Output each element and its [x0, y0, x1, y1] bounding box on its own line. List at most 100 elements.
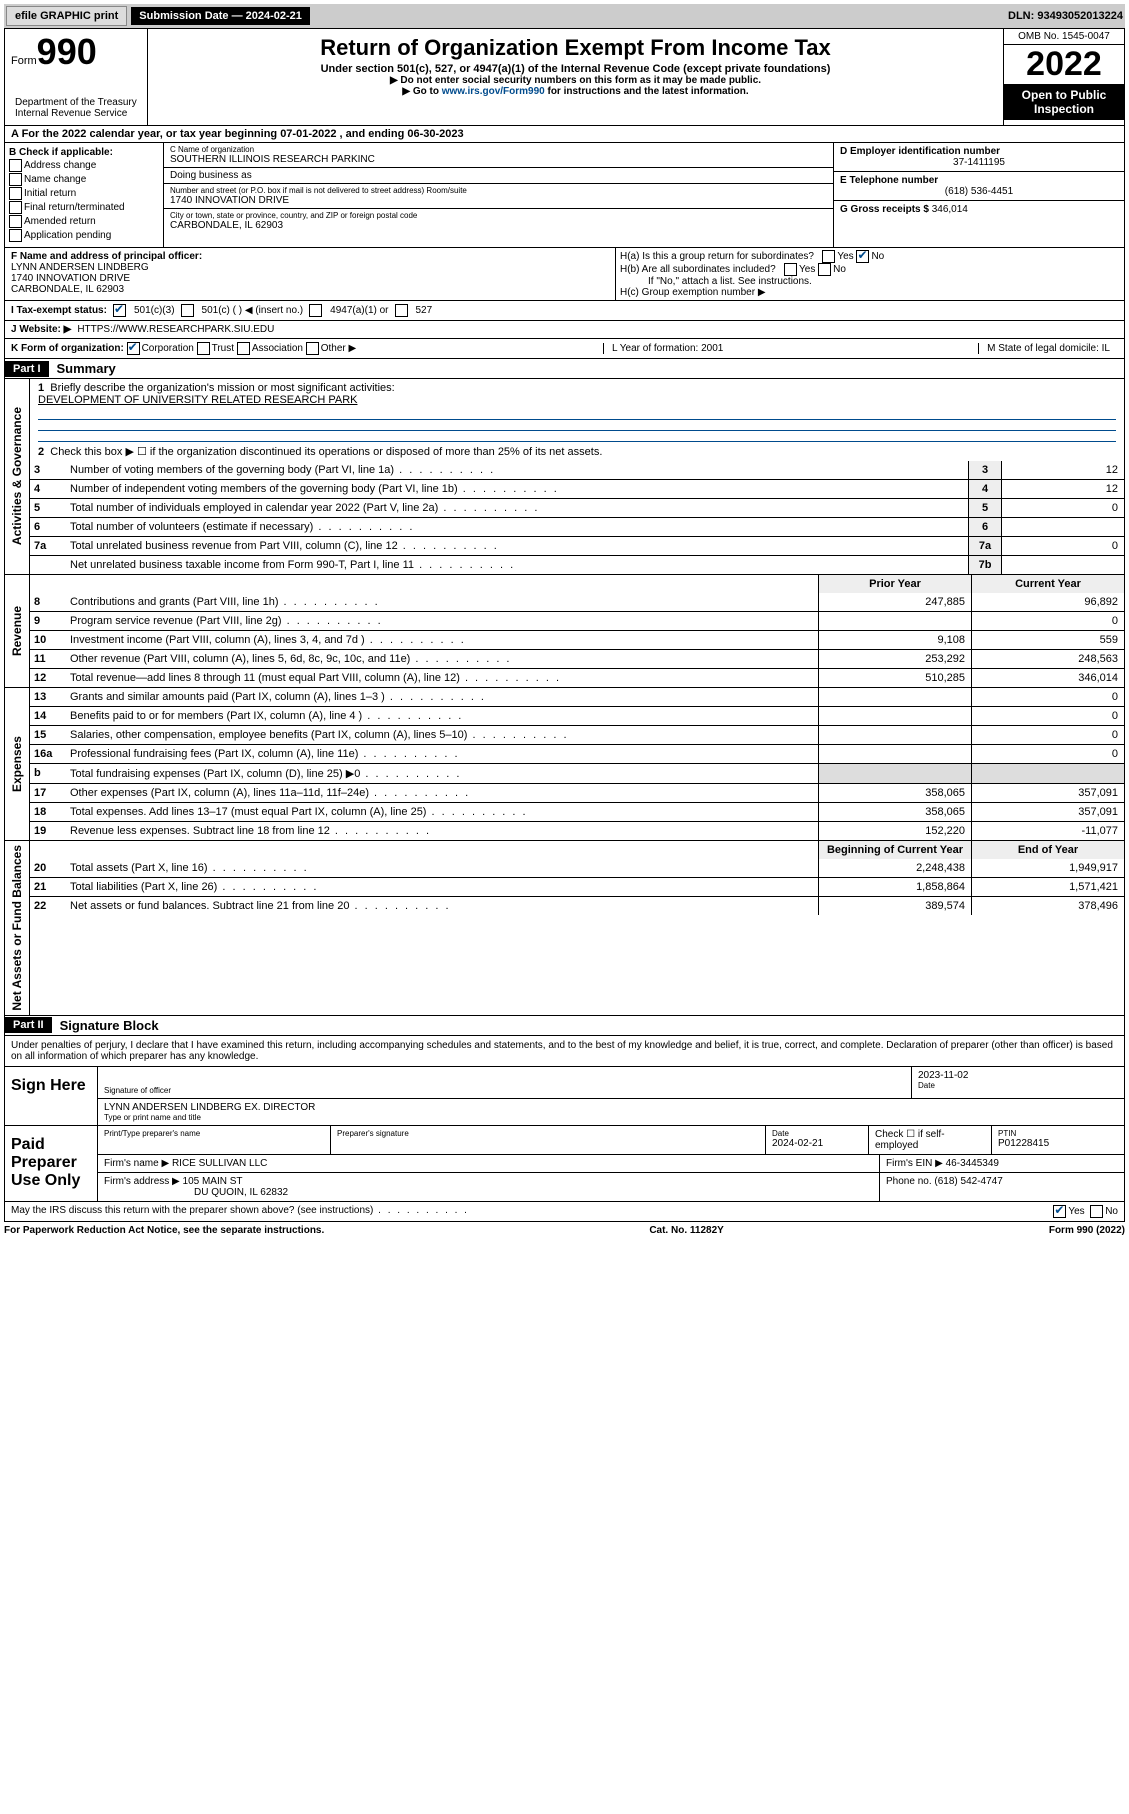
- chk-corporation[interactable]: [127, 342, 140, 355]
- irs-link[interactable]: www.irs.gov/Form990: [442, 86, 545, 97]
- firm-phone: Phone no. (618) 542-4747: [880, 1173, 1124, 1201]
- prep-date: Date2024-02-21: [766, 1126, 869, 1154]
- hc-row: H(c) Group exemption number ▶: [620, 287, 1120, 298]
- part1-badge: Part I: [5, 361, 49, 377]
- section-governance: Activities & Governance 1 Briefly descri…: [4, 379, 1125, 575]
- chk-amended-return[interactable]: Amended return: [9, 215, 159, 228]
- rev-line-11: 11Other revenue (Part VIII, column (A), …: [30, 649, 1124, 668]
- footer-mid: Cat. No. 11282Y: [649, 1225, 723, 1236]
- sign-here-label: Sign Here: [5, 1067, 98, 1125]
- ein-cell: D Employer identification number 37-1411…: [834, 143, 1124, 172]
- ein: 37-1411195: [840, 157, 1118, 168]
- footer-right: Form 990 (2022): [1049, 1225, 1125, 1236]
- section-expenses: Expenses 13Grants and similar amounts pa…: [4, 688, 1125, 841]
- sig-date: 2023-11-02: [918, 1070, 1118, 1081]
- title-cell: Return of Organization Exempt From Incom…: [148, 29, 1003, 125]
- gov-line-6: 6Total number of volunteers (estimate if…: [30, 517, 1124, 536]
- website-row: J Website: ▶ HTTPS://WWW.RESEARCHPARK.SI…: [4, 321, 1125, 339]
- form-number: 990: [37, 31, 97, 72]
- state-domicile: M State of legal domicile: IL: [978, 343, 1118, 354]
- website-url[interactable]: HTTPS://WWW.RESEARCHPARK.SIU.EDU: [77, 324, 274, 335]
- prep-sig: Preparer's signature: [331, 1126, 766, 1154]
- topbar: efile GRAPHIC print Submission Date — 20…: [4, 4, 1125, 28]
- chk-name-change[interactable]: Name change: [9, 173, 159, 186]
- exp-line-19: 19Revenue less expenses. Subtract line 1…: [30, 821, 1124, 840]
- discuss-row: May the IRS discuss this return with the…: [4, 1202, 1125, 1222]
- chk-527[interactable]: [395, 304, 408, 317]
- gov-line-4: 4Number of independent voting members of…: [30, 479, 1124, 498]
- city-row: City or town, state or province, country…: [164, 209, 833, 233]
- year-formation: L Year of formation: 2001: [603, 343, 731, 354]
- hb-note: If "No," attach a list. See instructions…: [620, 276, 1120, 287]
- rev-line-12: 12Total revenue—add lines 8 through 11 (…: [30, 668, 1124, 687]
- footer-left: For Paperwork Reduction Act Notice, see …: [4, 1225, 324, 1236]
- phone: (618) 536-4451: [840, 186, 1118, 197]
- addr-row: Number and street (or P.O. box if mail i…: [164, 184, 833, 209]
- section-f: F Name and address of principal officer:…: [5, 248, 616, 300]
- efile-print-button[interactable]: efile GRAPHIC print: [6, 6, 127, 26]
- chk-address-change[interactable]: Address change: [9, 159, 159, 172]
- ptin-cell: PTINP01228415: [992, 1126, 1124, 1154]
- omb-number: OMB No. 1545-0047: [1004, 29, 1124, 45]
- tax-exempt-status: I Tax-exempt status: 501(c)(3) 501(c) ( …: [4, 301, 1125, 321]
- prep-check: Check ☐ if self-employed: [869, 1126, 992, 1154]
- exp-line-15: 15Salaries, other compensation, employee…: [30, 725, 1124, 744]
- exp-line-16a: 16aProfessional fundraising fees (Part I…: [30, 744, 1124, 763]
- officer-addr2: CARBONDALE, IL 62903: [11, 284, 609, 295]
- chk-association[interactable]: [237, 342, 250, 355]
- gross-receipts: 346,014: [932, 204, 968, 215]
- paid-preparer-label: Paid Preparer Use Only: [5, 1126, 98, 1201]
- org-address: 1740 INNOVATION DRIVE: [170, 195, 827, 206]
- tax-year-line: A For the 2022 calendar year, or tax yea…: [4, 126, 1125, 143]
- dba-row: Doing business as: [164, 168, 833, 184]
- gov-line-7a: 7aTotal unrelated business revenue from …: [30, 536, 1124, 555]
- form-subtitle: Under section 501(c), 527, or 4947(a)(1)…: [152, 63, 999, 75]
- chk-discuss-no[interactable]: [1090, 1205, 1103, 1218]
- line2: 2 Check this box ▶ ☐ if the organization…: [30, 442, 1124, 461]
- form-title: Return of Organization Exempt From Incom…: [152, 35, 999, 61]
- gov-line-5: 5Total number of individuals employed in…: [30, 498, 1124, 517]
- chk-trust[interactable]: [197, 342, 210, 355]
- hb-row: H(b) Are all subordinates included? Yes …: [620, 263, 1120, 276]
- form-header: Form990 Department of the Treasury Inter…: [4, 28, 1125, 126]
- part2-badge: Part II: [5, 1017, 52, 1033]
- chk-application-pending[interactable]: Application pending: [9, 229, 159, 242]
- chk-501c[interactable]: [181, 304, 194, 317]
- section-c: C Name of organization SOUTHERN ILLINOIS…: [164, 143, 834, 247]
- tab-expenses: Expenses: [5, 688, 30, 840]
- rev-line-10: 10Investment income (Part VIII, column (…: [30, 630, 1124, 649]
- phone-cell: E Telephone number (618) 536-4451: [834, 172, 1124, 201]
- tax-year: 2022: [1004, 45, 1124, 84]
- year-cell: OMB No. 1545-0047 2022 Open to Public In…: [1003, 29, 1124, 125]
- inspection-badge: Open to Public Inspection: [1004, 84, 1124, 120]
- dln: DLN: 93493052013224: [1008, 10, 1123, 22]
- section-fh: F Name and address of principal officer:…: [4, 248, 1125, 301]
- firm-addr: Firm's address ▶ 105 MAIN STDU QUOIN, IL…: [98, 1173, 880, 1201]
- tab-governance: Activities & Governance: [5, 379, 30, 574]
- section-b-label: B Check if applicable:: [9, 147, 159, 158]
- gross-cell: G Gross receipts $ 346,014: [834, 201, 1124, 218]
- department: Department of the Treasury Internal Reve…: [11, 93, 141, 123]
- chk-other[interactable]: [306, 342, 319, 355]
- chk-initial-return[interactable]: Initial return: [9, 187, 159, 200]
- sig-officer: Signature of officer: [98, 1067, 912, 1098]
- sig-intro: Under penalties of perjury, I declare th…: [4, 1036, 1125, 1067]
- chk-501c3[interactable]: [113, 304, 126, 317]
- note-ssn: ▶ Do not enter social security numbers o…: [152, 75, 999, 86]
- chk-final-return[interactable]: Final return/terminated: [9, 201, 159, 214]
- tab-revenue: Revenue: [5, 575, 30, 687]
- org-name-row: C Name of organization SOUTHERN ILLINOIS…: [164, 143, 833, 168]
- footer: For Paperwork Reduction Act Notice, see …: [4, 1222, 1125, 1239]
- chk-4947[interactable]: [309, 304, 322, 317]
- exp-line-13: 13Grants and similar amounts paid (Part …: [30, 688, 1124, 706]
- form-prefix: Form: [11, 55, 37, 67]
- section-deg: D Employer identification number 37-1411…: [834, 143, 1124, 247]
- note-link: ▶ Go to www.irs.gov/Form990 for instruct…: [152, 86, 999, 97]
- net-line-20: 20Total assets (Part X, line 16)2,248,43…: [30, 859, 1124, 877]
- rev-header: Prior Year Current Year: [30, 575, 1124, 593]
- rev-line-8: 8Contributions and grants (Part VIII, li…: [30, 593, 1124, 611]
- chk-discuss-yes[interactable]: [1053, 1205, 1066, 1218]
- section-b: B Check if applicable: Address change Na…: [5, 143, 164, 247]
- officer-name-cell: LYNN ANDERSEN LINDBERG EX. DIRECTORType …: [98, 1099, 1124, 1125]
- paid-preparer-block: Paid Preparer Use Only Print/Type prepar…: [4, 1126, 1125, 1202]
